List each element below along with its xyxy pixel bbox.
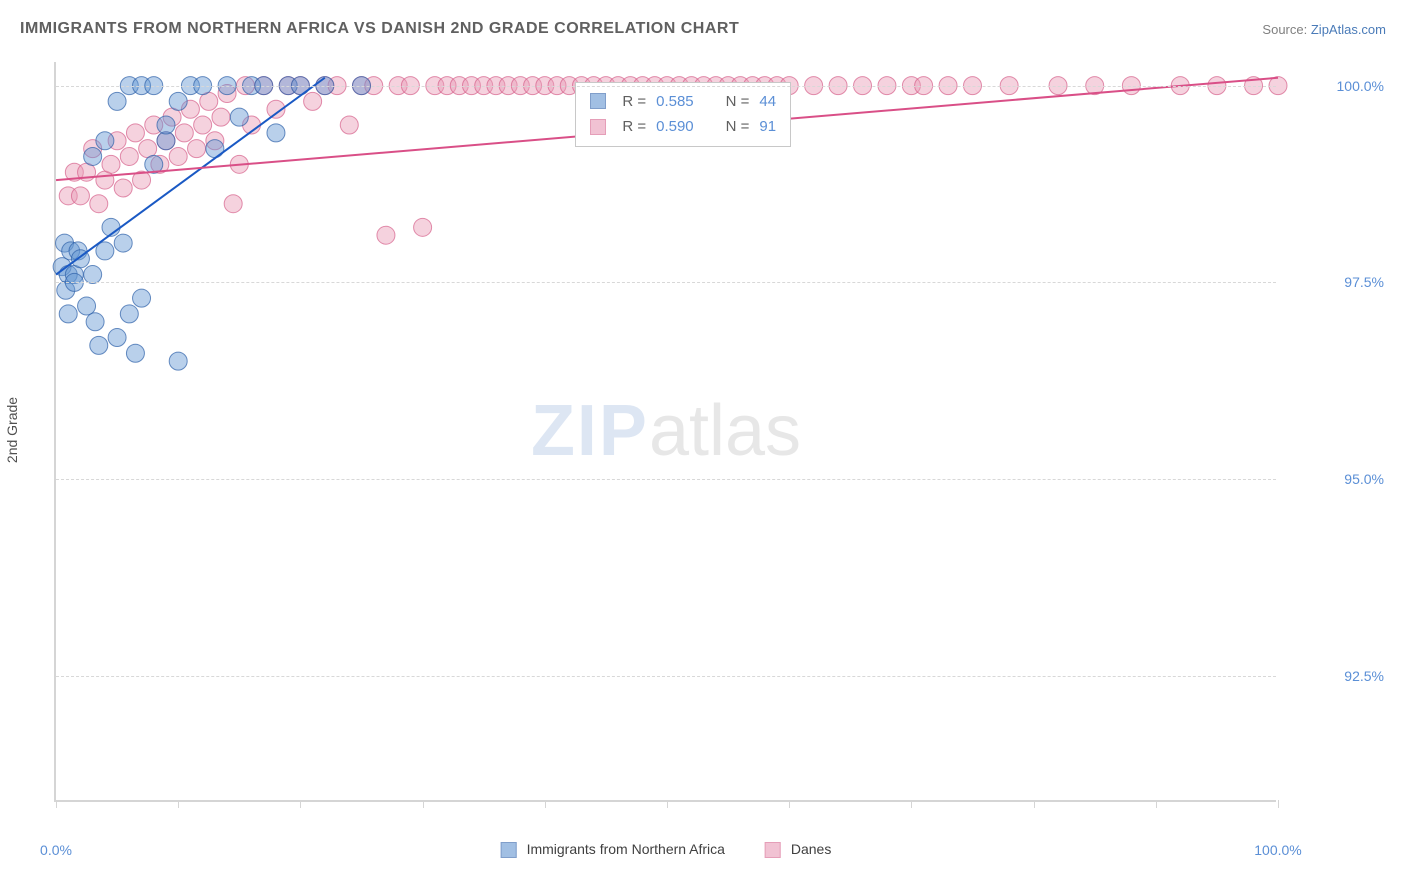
legend-item-series1: Immigrants from Northern Africa (501, 841, 725, 858)
data-point (169, 352, 187, 370)
data-point (114, 179, 132, 197)
x-tick-label: 100.0% (1254, 842, 1301, 858)
r-value-series1: 0.585 (656, 89, 694, 115)
data-point (84, 147, 102, 165)
data-point (169, 92, 187, 110)
legend-bottom: Immigrants from Northern Africa Danes (501, 841, 832, 858)
legend-row-series2: R = 0.590 N = 91 (590, 114, 776, 140)
data-point (120, 147, 138, 165)
data-point (126, 124, 144, 142)
legend-swatch-series1-icon (501, 842, 517, 858)
n-value-series2: 91 (759, 114, 776, 140)
x-tick (300, 800, 301, 808)
data-point (71, 187, 89, 205)
data-point (59, 305, 77, 323)
data-point (96, 132, 114, 150)
n-label: N = (726, 89, 750, 115)
legend-swatch-series1 (590, 93, 606, 109)
y-tick-label: 92.5% (1284, 668, 1384, 684)
data-point (377, 226, 395, 244)
n-label: N = (726, 114, 750, 140)
data-point (206, 140, 224, 158)
x-tick (56, 800, 57, 808)
x-tick (178, 800, 179, 808)
y-tick-label: 97.5% (1284, 274, 1384, 290)
x-tick (911, 800, 912, 808)
data-point (194, 116, 212, 134)
legend-swatch-series2-icon (765, 842, 781, 858)
y-tick-label: 95.0% (1284, 471, 1384, 487)
data-point (120, 305, 138, 323)
y-tick-label: 100.0% (1284, 78, 1384, 94)
x-tick (789, 800, 790, 808)
grid-line (56, 282, 1276, 283)
data-point (84, 266, 102, 284)
legend-label-series2: Danes (791, 841, 831, 857)
chart-container: IMMIGRANTS FROM NORTHERN AFRICA VS DANIS… (0, 0, 1406, 892)
data-point (267, 124, 285, 142)
r-label: R = (622, 114, 646, 140)
x-tick (1278, 800, 1279, 808)
legend-swatch-series2 (590, 119, 606, 135)
scatter-plot-svg (56, 62, 1276, 800)
data-point (304, 92, 322, 110)
x-tick (423, 800, 424, 808)
legend-label-series1: Immigrants from Northern Africa (527, 841, 725, 857)
data-point (212, 108, 230, 126)
legend-row-series1: R = 0.585 N = 44 (590, 89, 776, 115)
chart-title: IMMIGRANTS FROM NORTHERN AFRICA VS DANIS… (20, 20, 739, 38)
x-tick (1156, 800, 1157, 808)
data-point (114, 234, 132, 252)
r-label: R = (622, 89, 646, 115)
r-value-series2: 0.590 (656, 114, 694, 140)
legend-item-series2: Danes (765, 841, 831, 858)
x-tick-label: 0.0% (40, 842, 72, 858)
data-point (340, 116, 358, 134)
data-point (230, 108, 248, 126)
grid-line (56, 479, 1276, 480)
data-point (126, 344, 144, 362)
data-point (102, 155, 120, 173)
data-point (169, 147, 187, 165)
data-point (108, 92, 126, 110)
data-point (224, 195, 242, 213)
data-point (90, 336, 108, 354)
plot-area: ZIPatlas R = 0.585 N = 44 R = 0.590 N = … (54, 62, 1276, 802)
title-bar: IMMIGRANTS FROM NORTHERN AFRICA VS DANIS… (20, 20, 1386, 38)
data-point (78, 297, 96, 315)
data-point (157, 116, 175, 134)
x-tick (545, 800, 546, 808)
data-point (96, 242, 114, 260)
source-link[interactable]: ZipAtlas.com (1311, 22, 1386, 37)
x-tick (1034, 800, 1035, 808)
grid-line (56, 86, 1276, 87)
source-citation: Source: ZipAtlas.com (1262, 22, 1386, 37)
correlation-legend-box: R = 0.585 N = 44 R = 0.590 N = 91 (575, 82, 791, 147)
data-point (133, 289, 151, 307)
data-point (108, 329, 126, 347)
data-point (86, 313, 104, 331)
grid-line (56, 676, 1276, 677)
y-axis-label: 2nd Grade (4, 397, 20, 463)
data-point (90, 195, 108, 213)
source-label: Source: (1262, 22, 1307, 37)
data-point (188, 140, 206, 158)
x-tick (667, 800, 668, 808)
data-point (414, 218, 432, 236)
n-value-series1: 44 (759, 89, 776, 115)
data-point (175, 124, 193, 142)
